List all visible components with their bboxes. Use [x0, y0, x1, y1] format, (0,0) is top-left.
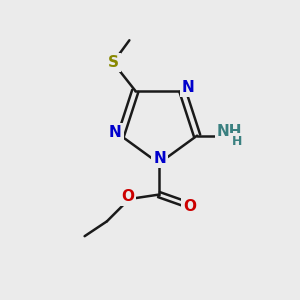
Text: NH: NH	[217, 124, 242, 139]
Text: O: O	[121, 189, 134, 204]
Text: N: N	[109, 125, 122, 140]
Text: S: S	[107, 55, 118, 70]
Text: O: O	[183, 199, 196, 214]
Text: H: H	[231, 135, 242, 148]
Text: N: N	[153, 151, 166, 166]
Text: N: N	[182, 80, 195, 95]
